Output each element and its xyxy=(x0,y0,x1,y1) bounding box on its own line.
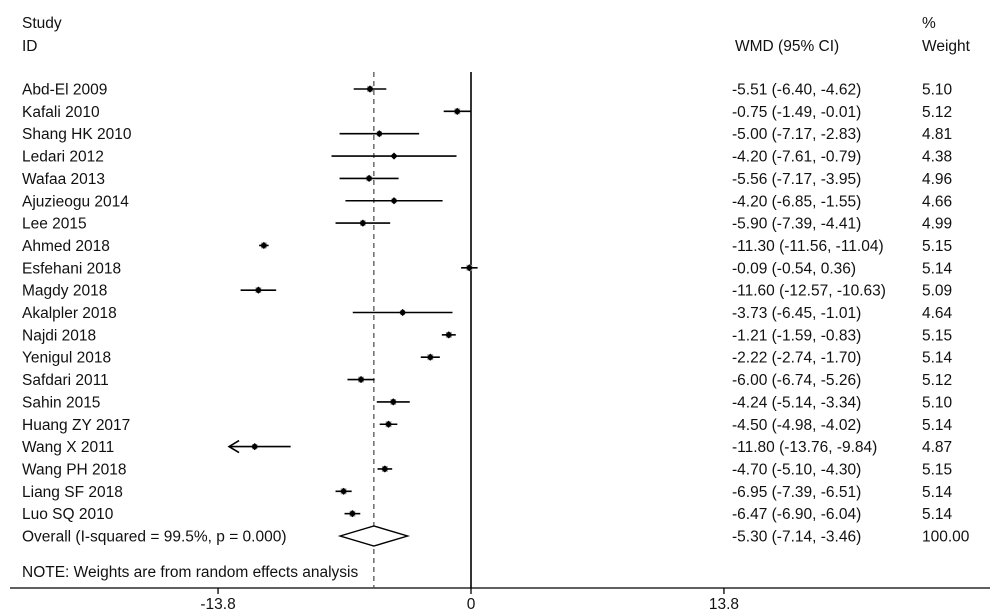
overall-diamond xyxy=(337,525,411,547)
point-estimate xyxy=(445,331,453,339)
study-ci-text: -0.09 (-0.54, 0.36) xyxy=(732,260,856,277)
study-ci-text: -11.30 (-11.56, -11.04) xyxy=(732,238,884,255)
point-estimate xyxy=(453,107,461,115)
study-label: Ahmed 2018 xyxy=(22,238,110,255)
study-label: Shang HK 2010 xyxy=(22,126,132,143)
study-weight: 4.99 xyxy=(922,216,952,233)
study-ci-text: -4.20 (-6.85, -1.55) xyxy=(732,193,861,210)
point-estimate xyxy=(348,510,357,518)
study-ci-text: -5.51 (-6.40, -4.62) xyxy=(732,82,861,99)
study-label: Yenigul 2018 xyxy=(22,350,111,367)
study-ci-text: -11.80 (-13.76, -9.84) xyxy=(732,439,877,456)
study-ci-text: -3.73 (-6.45, -1.01) xyxy=(732,305,861,322)
study-weight: 5.14 xyxy=(922,417,953,434)
study-weight: 5.14 xyxy=(922,350,953,367)
study-weight: 5.12 xyxy=(922,372,952,389)
study-label: Luo SQ 2010 xyxy=(22,506,114,523)
study-weight: 4.87 xyxy=(922,439,952,456)
study-ci-text: -6.95 (-7.39, -6.51) xyxy=(732,484,861,501)
study-label: Magdy 2018 xyxy=(22,283,107,300)
study-weight: 4.96 xyxy=(922,171,952,188)
ci-arrow xyxy=(227,439,240,454)
study-label: Ledari 2012 xyxy=(22,149,104,166)
study-weight: 5.15 xyxy=(922,461,952,478)
study-ci-text: -4.20 (-7.61, -0.79) xyxy=(732,149,861,166)
study-header-line1: Study xyxy=(22,15,62,32)
study-label: Kafali 2010 xyxy=(22,104,100,121)
study-label: Safdari 2011 xyxy=(22,372,109,389)
study-weight: 4.38 xyxy=(922,149,952,166)
point-estimate xyxy=(390,197,398,205)
point-estimate xyxy=(365,174,373,182)
point-estimate xyxy=(359,219,367,227)
point-estimate xyxy=(366,85,374,93)
point-estimate xyxy=(426,353,434,361)
study-weight: 4.81 xyxy=(922,126,952,143)
study-label: Wafaa 2013 xyxy=(22,171,105,188)
study-weight: 5.12 xyxy=(922,104,952,121)
study-label: Huang ZY 2017 xyxy=(22,417,130,434)
x-tick-label: 0 xyxy=(467,596,476,613)
study-weight: 5.14 xyxy=(922,484,953,501)
study-ci-text: -6.00 (-6.74, -5.26) xyxy=(732,372,861,389)
study-ci-text: -5.00 (-7.17, -2.83) xyxy=(732,126,861,143)
wmd-header: WMD (95% CI) xyxy=(735,38,839,55)
study-weight: 5.09 xyxy=(922,283,952,300)
forest-marks: -13.8 0 13.8 Abd-El 2009 -5.51 (-6.40, -4.62… xyxy=(10,72,990,613)
study-weight: 5.10 xyxy=(922,394,953,411)
study-header-line2: ID xyxy=(22,38,38,55)
point-estimate xyxy=(375,130,383,138)
study-label: Ajuzieogu 2014 xyxy=(22,193,129,210)
study-ci-text: -4.50 (-4.98, -4.02) xyxy=(732,417,861,434)
study-weight: 5.14 xyxy=(922,506,953,523)
point-estimate xyxy=(384,420,393,428)
point-estimate xyxy=(254,286,262,294)
study-label: Abd-El 2009 xyxy=(22,82,107,99)
study-label: Akalpler 2018 xyxy=(22,305,117,322)
study-ci-text: -5.90 (-7.39, -4.41) xyxy=(732,216,861,233)
study-label: Wang X 2011 xyxy=(22,439,114,456)
study-label: Lee 2015 xyxy=(22,216,87,233)
study-label: Wang PH 2018 xyxy=(22,461,127,478)
point-estimate xyxy=(357,375,365,384)
overall-label: Overall (I-squared = 99.5%, p = 0.000) xyxy=(22,529,287,546)
study-label: Liang SF 2018 xyxy=(22,484,123,501)
point-estimate xyxy=(390,152,398,160)
x-tick-label: 13.8 xyxy=(709,596,739,613)
overall-ci-text: -5.30 (-7.14, -3.46) xyxy=(732,529,861,546)
study-ci-text: -0.75 (-1.49, -0.01) xyxy=(732,104,861,121)
weight-header-line2: Weight xyxy=(922,38,971,55)
study-ci-text: -11.60 (-12.57, -10.63) xyxy=(732,283,886,300)
study-weight: 5.15 xyxy=(922,238,952,255)
study-ci-text: -4.24 (-5.14, -3.34) xyxy=(732,394,861,411)
point-estimate xyxy=(260,241,268,250)
study-label: Sahin 2015 xyxy=(22,394,100,411)
weight-header-line1: % xyxy=(922,15,936,32)
study-ci-text: -4.70 (-5.10, -4.30) xyxy=(732,461,861,478)
study-weight: 4.66 xyxy=(922,193,952,210)
x-tick-label: -13.8 xyxy=(200,596,235,613)
study-label: Najdi 2018 xyxy=(22,327,96,344)
point-estimate xyxy=(389,398,397,406)
study-ci-text: -2.22 (-2.74, -1.70) xyxy=(732,350,861,367)
study-ci-text: -1.21 (-1.59, -0.83) xyxy=(732,327,861,344)
study-weight: 5.15 xyxy=(922,327,952,344)
point-estimate xyxy=(399,308,407,317)
note-text: NOTE: Weights are from random effects an… xyxy=(22,564,358,581)
study-label: Esfehani 2018 xyxy=(22,260,121,277)
study-ci-text: -5.56 (-7.17, -3.95) xyxy=(732,171,861,188)
point-estimate xyxy=(465,264,473,272)
point-estimate xyxy=(251,443,259,451)
point-estimate xyxy=(340,487,348,495)
study-weight: 5.14 xyxy=(922,260,953,277)
study-weight: 4.64 xyxy=(922,305,953,322)
study-weight: 5.10 xyxy=(922,82,953,99)
study-ci-text: -6.47 (-6.90, -6.04) xyxy=(732,506,861,523)
overall-weight: 100.00 xyxy=(922,529,970,546)
point-estimate xyxy=(381,465,389,473)
